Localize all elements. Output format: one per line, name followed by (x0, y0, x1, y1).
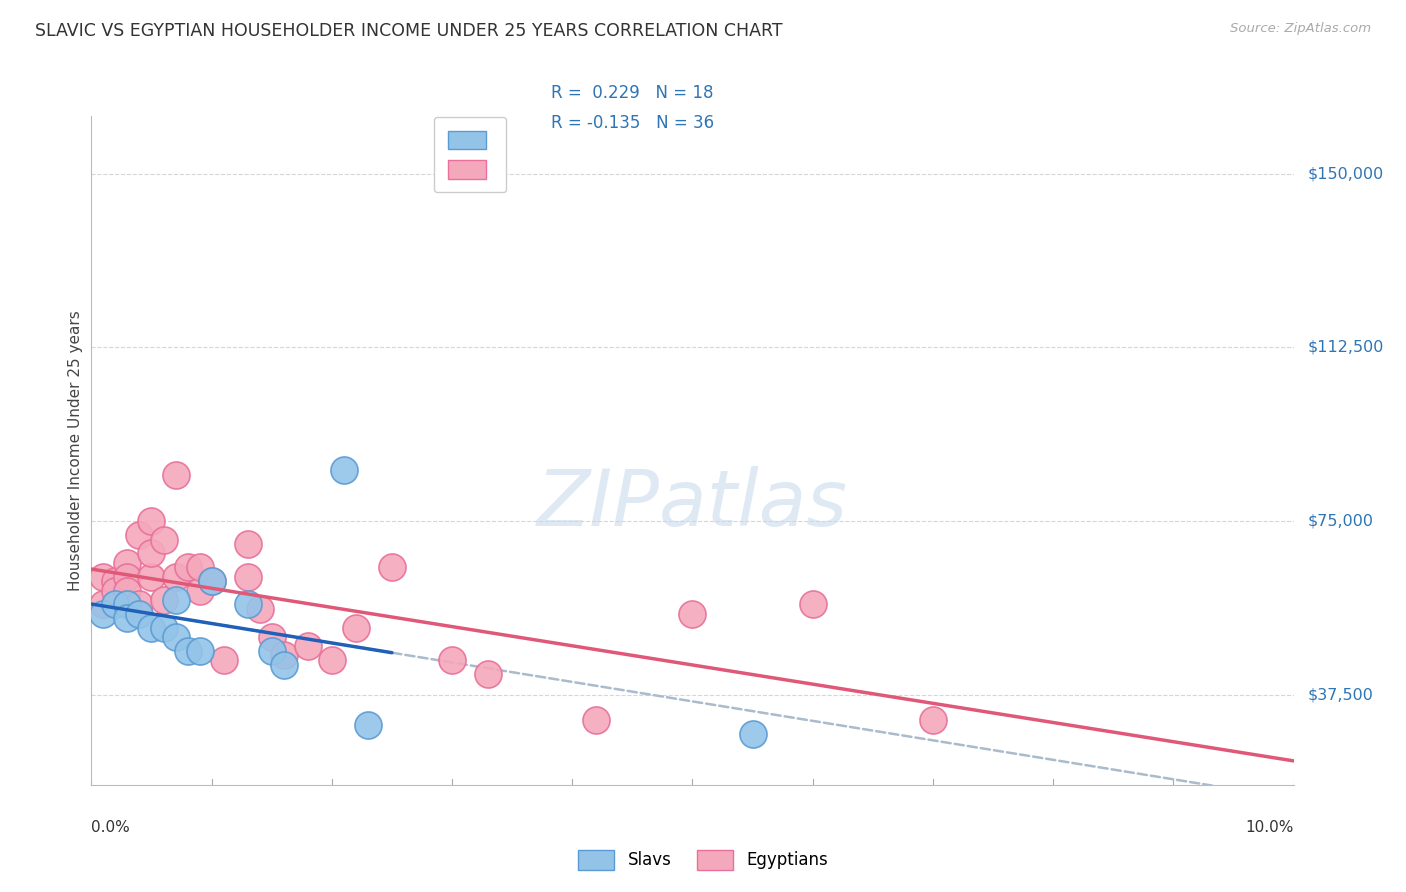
Point (141, 569, 163, 583)
Point (176, 560, 198, 574)
Text: $112,500: $112,500 (1308, 340, 1384, 355)
Text: R = -0.135   N = 36: R = -0.135 N = 36 (551, 114, 714, 132)
Point (249, 602, 271, 616)
Point (188, 583, 211, 598)
Point (260, 630, 283, 644)
Point (357, 718, 380, 732)
Legend: , : , (434, 117, 506, 193)
Point (104, 583, 127, 598)
Text: 10.0%: 10.0% (1246, 821, 1294, 835)
Point (236, 537, 259, 551)
Point (188, 560, 211, 574)
Point (801, 598, 824, 612)
Text: $37,500: $37,500 (1308, 687, 1374, 702)
Point (321, 653, 343, 667)
Point (152, 621, 174, 635)
Point (141, 514, 163, 528)
Point (93, 607, 115, 621)
Point (585, 713, 607, 727)
Text: $150,000: $150,000 (1308, 166, 1384, 181)
Point (273, 648, 295, 663)
Point (117, 598, 139, 612)
Point (165, 569, 187, 583)
Point (260, 643, 283, 657)
Point (93, 569, 115, 583)
Point (117, 569, 139, 583)
Point (440, 653, 463, 667)
Point (165, 467, 187, 482)
Text: SLAVIC VS EGYPTIAN HOUSEHOLDER INCOME UNDER 25 YEARS CORRELATION CHART: SLAVIC VS EGYPTIAN HOUSEHOLDER INCOME UN… (35, 22, 783, 40)
Text: 0.0%: 0.0% (91, 821, 131, 835)
Point (212, 653, 235, 667)
Point (152, 592, 174, 607)
Point (117, 583, 139, 598)
Text: R =  0.229   N = 18: R = 0.229 N = 18 (551, 84, 714, 102)
Point (152, 533, 174, 547)
Point (93, 598, 115, 612)
Point (273, 657, 295, 672)
Point (104, 574, 127, 589)
Point (236, 598, 259, 612)
Point (741, 727, 763, 741)
Point (236, 569, 259, 583)
Point (176, 643, 198, 657)
Text: ZIPatlas: ZIPatlas (537, 466, 848, 542)
Point (201, 574, 224, 589)
Point (165, 592, 187, 607)
Point (128, 598, 150, 612)
Point (381, 560, 404, 574)
Point (344, 621, 367, 635)
Point (297, 639, 319, 653)
Point (128, 607, 150, 621)
Legend: Slavs, Egyptians: Slavs, Egyptians (571, 843, 835, 877)
Point (165, 630, 187, 644)
Point (922, 713, 945, 727)
Point (333, 463, 356, 477)
Point (128, 528, 150, 542)
Y-axis label: Householder Income Under 25 years: Householder Income Under 25 years (67, 310, 83, 591)
Point (188, 643, 211, 657)
Point (477, 666, 499, 681)
Point (141, 546, 163, 560)
Text: $75,000: $75,000 (1308, 514, 1374, 529)
Point (104, 598, 127, 612)
Point (141, 621, 163, 635)
Point (117, 556, 139, 570)
Point (201, 574, 224, 589)
Point (681, 607, 703, 621)
Point (117, 611, 139, 625)
Text: Source: ZipAtlas.com: Source: ZipAtlas.com (1230, 22, 1371, 36)
